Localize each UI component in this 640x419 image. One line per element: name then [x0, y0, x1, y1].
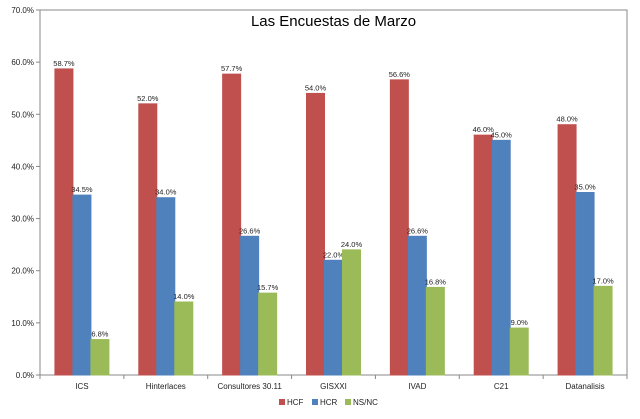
y-tick-label: 10.0%: [11, 319, 34, 328]
y-tick-label: 70.0%: [11, 6, 34, 15]
legend-swatch-hcf: [279, 399, 285, 405]
y-tick-label: 20.0%: [11, 267, 34, 276]
data-label: 57.7%: [221, 64, 243, 73]
data-label: 26.6%: [239, 226, 261, 235]
data-label: 6.8%: [91, 330, 108, 339]
data-label: 26.6%: [407, 226, 429, 235]
data-label: 15.7%: [257, 283, 279, 292]
legend-label: HCF: [287, 398, 304, 407]
legend-label: NS/NC: [353, 398, 378, 407]
bar-hcf: [389, 79, 409, 376]
x-category-label: ICS: [75, 382, 88, 391]
bar-ns-nc: [90, 339, 110, 376]
x-category-label: C21: [494, 382, 509, 391]
data-label: 52.0%: [137, 94, 159, 103]
data-label: 24.0%: [341, 240, 363, 249]
bar-hcf: [306, 92, 325, 376]
y-tick-label: 40.0%: [11, 162, 34, 171]
x-category-label: Hinterlaces: [146, 382, 186, 391]
bar-hcr: [156, 197, 176, 376]
bar-ns-nc: [425, 286, 445, 376]
data-label: 34.5%: [71, 185, 93, 194]
y-tick-label: 50.0%: [11, 110, 34, 119]
x-category-label: Consultores 30.11: [217, 382, 282, 391]
data-label: 16.8%: [425, 277, 447, 286]
bar-hcf: [473, 134, 493, 376]
data-label: 58.7%: [53, 59, 75, 68]
legend-swatch-hcr: [312, 399, 318, 405]
bar-hcr: [72, 194, 92, 376]
data-label: 48.0%: [556, 115, 578, 124]
bar-ns-nc: [342, 249, 361, 376]
x-category-label: IVAD: [408, 382, 426, 391]
legend-label: HCR: [320, 398, 338, 407]
x-category-label: Datanalisis: [566, 382, 605, 391]
data-label: 22.0%: [323, 250, 345, 259]
x-category-label: GISXXI: [320, 382, 347, 391]
data-label: 56.6%: [389, 70, 411, 79]
bar-ns-nc: [593, 285, 613, 376]
bar-hcf: [138, 103, 158, 376]
bar-hcr: [491, 139, 511, 376]
data-label: 9.0%: [511, 318, 528, 327]
bar-hcf: [222, 73, 242, 376]
data-label: 45.0%: [491, 130, 513, 139]
bar-ns-nc: [174, 301, 194, 376]
bar-hcr: [575, 192, 595, 376]
bar-hcr: [240, 235, 260, 376]
bar-hcf: [54, 68, 74, 376]
data-label: 46.0%: [473, 125, 495, 134]
y-tick-label: 30.0%: [11, 215, 34, 224]
bar-hcr: [407, 235, 427, 376]
bar-ns-nc: [509, 327, 529, 376]
y-tick-label: 60.0%: [11, 58, 34, 67]
bar-hcf: [557, 124, 577, 376]
data-label: 54.0%: [305, 83, 327, 92]
legend-swatch-ns-nc: [345, 399, 351, 405]
data-label: 35.0%: [574, 183, 596, 192]
data-label: 34.0%: [155, 188, 177, 197]
data-label: 14.0%: [173, 292, 195, 301]
y-tick-label: 0.0%: [16, 371, 34, 380]
data-label: 17.0%: [592, 276, 614, 285]
chart-title: Las Encuestas de Marzo: [251, 13, 416, 30]
bar-ns-nc: [258, 292, 278, 376]
bar-hcr: [324, 259, 343, 376]
